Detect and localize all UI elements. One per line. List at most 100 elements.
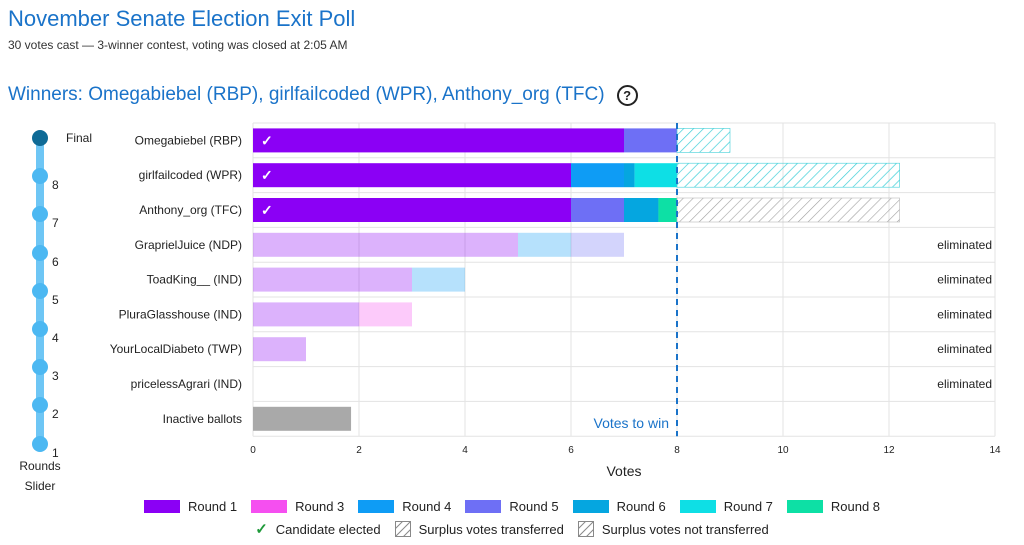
x-tick-label: 0 [250,445,256,456]
slider-stop-5[interactable] [32,282,48,299]
legend-swatch [143,500,180,513]
x-tick-label: 8 [674,445,680,456]
legend-swatch [572,500,609,513]
bar-segment-round-4[interactable] [518,232,571,257]
legend-swatch [786,500,823,513]
bar-segment-round-5[interactable] [571,232,624,257]
slider-caption-line2: Slider [24,479,56,493]
x-tick-label: 2 [356,445,362,456]
bar-segment-round-5[interactable] [571,198,624,222]
slider-stop-label: 8 [52,178,59,193]
x-axis-label: Votes [606,463,641,479]
legend-surplus-transferred: Surplus votes transferred [394,520,564,538]
slider-stop-2[interactable] [32,397,48,414]
help-icon[interactable]: ? [616,84,638,106]
status-label: eliminated [937,342,992,356]
bar-segment-round-4[interactable] [412,267,465,292]
slider-stop-label: 4 [52,331,59,345]
legend-item-round-1[interactable]: Round 1 [143,499,238,514]
legend-label: Round 5 [509,499,559,514]
slider-caption: Rounds Slider [10,456,70,496]
candidate-label: YourLocalDiabeto (TWP) [110,342,242,356]
surplus-segment-not-transferred[interactable] [676,197,900,223]
threshold-label: Votes to win [594,415,670,431]
slider-stop-label: 2 [52,407,59,422]
candidate-label: GraprielJuice (NDP) [135,238,242,252]
hatch-not-transferred-icon [577,521,594,537]
legend-item-round-4[interactable]: Round 4 [358,499,451,514]
legend-rounds: Round 1 Round 3 Round 4 Round 5 Round 6 Round… [0,499,1024,514]
slider-stop-8[interactable] [32,168,48,185]
bar-segment-round-1[interactable] [253,198,571,222]
legend-markers: ✓ Candidate elected Surplus votes transf… [0,520,1024,538]
slider-stop-3[interactable] [32,359,48,376]
bar-segment-round-7[interactable] [634,163,677,188]
status-label: eliminated [937,377,992,391]
slider-stop-1[interactable] [32,435,48,452]
legend-label: Round 8 [830,499,881,514]
surplus-segment-transferred[interactable] [676,162,900,188]
status-label: eliminated [937,307,992,321]
hatch-transferred-icon [394,521,411,537]
legend-item-round-3[interactable]: Round 3 [251,499,344,514]
slider-stop-7[interactable] [32,206,48,223]
elected-check-icon: ✓ [261,167,273,183]
bar-segment-round-0[interactable] [253,406,352,431]
legend-label: Round 4 [402,499,452,514]
x-tick-label: 6 [568,445,574,456]
legend-item-round-8[interactable]: Round 8 [786,499,881,514]
x-tick-label: 14 [989,445,1001,456]
legend-label: Round 7 [723,499,773,514]
legend-item-round-6[interactable]: Round 6 [572,499,666,514]
slider-stop-label: 7 [52,216,59,231]
bar-segment-round-4[interactable] [571,163,624,188]
page-title: November Senate Election Exit Poll [8,6,356,31]
candidate-label: Omegabiebel (RBP) [135,133,242,147]
bar-segment-round-1[interactable] [253,302,359,327]
candidate-label: Inactive ballots [163,412,242,426]
candidate-label: girlfailcoded (WPR) [139,168,242,182]
legend-elected: ✓ Candidate elected [255,520,380,538]
slider-stop-label: 3 [52,369,59,384]
x-tick-label: 10 [777,445,789,456]
legend-label: Round 3 [295,499,345,514]
bar-segment-round-6[interactable] [624,198,659,222]
round-results-chart: 0 2 4 6 8 10 12 14 Omegabiebel (RBP) ✓ girlfailcod… [110,122,1001,479]
slider-stop-label: Final [66,131,93,145]
legend-item-round-7[interactable]: Round 7 [679,499,773,514]
bar-segment-round-1[interactable] [253,163,571,188]
bar-segment-round-1[interactable] [253,128,624,153]
candidate-label: Anthony_org (TFC) [139,203,242,217]
legend-swatch [251,500,288,513]
legend-label: Round 1 [187,499,238,514]
winners-heading: Winners: Omegabiebel (RBP), girlfailcode… [8,84,605,105]
bar-segment-round-3[interactable] [359,302,412,327]
legend-elected-label: Candidate elected [275,521,381,537]
bar-segment-round-6[interactable] [624,163,635,188]
legend-label: Round 6 [616,499,666,514]
winners-row: Winners: Omegabiebel (RBP), girlfailcode… [8,84,638,106]
surplus-segment-transferred[interactable] [676,128,731,153]
bar-segment-round-5[interactable] [624,128,677,153]
slider-stop-4[interactable] [32,321,48,337]
legend-item-round-5[interactable]: Round 5 [465,499,559,514]
legend-swatch [679,500,716,513]
bar-segment-round-1[interactable] [253,232,518,257]
bar-segment-round-8[interactable] [658,198,677,222]
x-tick-label: 12 [883,445,895,456]
slider-stop-label: 1 [52,445,59,460]
elected-check-icon: ✓ [261,202,273,218]
candidate-label: pricelessAgrari (IND) [131,377,242,391]
slider-stop-6[interactable] [32,244,48,261]
bar-segment-round-1[interactable] [253,267,412,292]
legend-surplus-not-transferred-label: Surplus votes not transferred [601,521,769,537]
page-subtitle: 30 votes cast — 3-winner contest, voting… [8,38,348,52]
slider-stop-final[interactable] [32,130,48,146]
bar-segment-round-1[interactable] [253,337,306,362]
candidate-label: PluraGlasshouse (IND) [119,307,242,321]
legend-swatch [358,500,395,513]
legend-surplus-not-transferred: Surplus votes not transferred [577,520,769,538]
slider-stop-label: 5 [52,292,59,307]
slider-caption-line1: Rounds [19,459,61,473]
status-label: eliminated [937,238,992,252]
